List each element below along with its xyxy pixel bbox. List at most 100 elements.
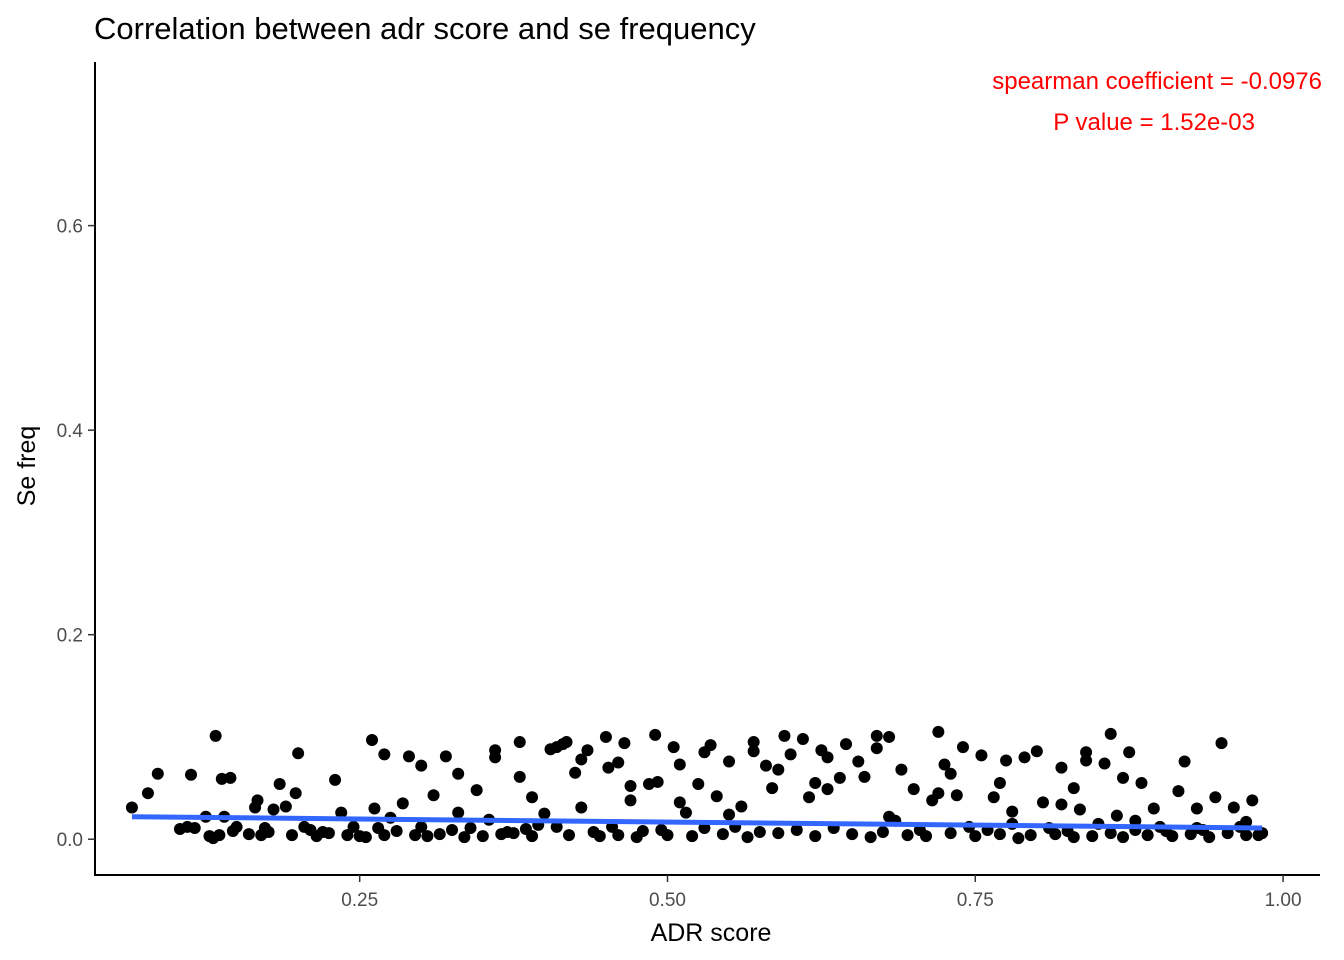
data-point: [476, 830, 489, 843]
data-point: [396, 797, 409, 810]
x-tick-label: 0.75: [957, 890, 994, 911]
x-tick-label: 0.50: [649, 890, 686, 911]
data-point: [409, 829, 422, 842]
data-point: [273, 777, 286, 790]
data-point: [427, 789, 440, 802]
data-point: [1067, 831, 1080, 844]
data-point: [821, 751, 834, 764]
data-point: [1135, 776, 1148, 789]
data-point: [1006, 805, 1019, 818]
data-point: [1012, 832, 1025, 845]
data-point: [185, 768, 198, 781]
data-point: [562, 829, 575, 842]
data-point: [969, 830, 982, 843]
data-point: [778, 729, 791, 742]
data-point: [366, 734, 379, 747]
data-point: [581, 744, 594, 757]
data-point: [513, 770, 526, 783]
data-point: [870, 729, 883, 742]
data-point: [251, 794, 264, 807]
data-point: [1166, 830, 1179, 843]
data-point: [651, 775, 664, 788]
data-point: [378, 829, 391, 842]
data-point: [636, 825, 649, 838]
data-point: [421, 830, 434, 843]
data-point: [390, 825, 403, 838]
data-point: [538, 807, 551, 820]
data-point: [698, 746, 711, 759]
data-point: [550, 820, 563, 833]
x-axis-ticks: 0.25 0.50 0.75 1.00: [341, 875, 1302, 911]
data-point: [741, 831, 754, 844]
data-point: [267, 803, 280, 816]
data-point: [956, 741, 969, 754]
data-point: [1215, 737, 1228, 750]
data-point: [883, 810, 896, 823]
data-point: [209, 729, 222, 742]
data-point: [125, 801, 138, 814]
data-point: [569, 766, 582, 779]
data-point: [753, 826, 766, 839]
data-point: [692, 777, 705, 790]
data-point: [1246, 794, 1259, 807]
data-point: [279, 800, 292, 813]
data-point: [649, 728, 662, 741]
data-point: [679, 806, 692, 819]
data-point: [759, 759, 772, 772]
data-point: [747, 736, 760, 749]
chart-title: Correlation between adr score and se fre…: [94, 11, 756, 46]
data-point: [1018, 751, 1031, 764]
x-axis-title: ADR score: [651, 919, 772, 947]
data-point: [661, 829, 674, 842]
data-point: [1227, 801, 1240, 814]
data-point: [993, 776, 1006, 789]
data-point: [188, 821, 201, 834]
data-point: [846, 828, 859, 841]
data-point: [821, 783, 834, 796]
data-point: [618, 737, 631, 750]
data-point: [1104, 727, 1117, 740]
data-point: [141, 787, 154, 800]
data-point: [612, 829, 625, 842]
data-point: [489, 744, 502, 757]
data-point: [667, 741, 680, 754]
data-point: [901, 829, 914, 842]
data-point: [329, 773, 342, 786]
p-value-annotation: P value = 1.52e-03: [1053, 109, 1255, 136]
data-point: [710, 790, 723, 803]
data-point: [883, 730, 896, 743]
data-point: [1117, 771, 1130, 784]
data-point: [920, 830, 933, 843]
y-tick-label: 0.4: [57, 421, 84, 442]
data-point: [1129, 814, 1142, 827]
data-point: [464, 821, 477, 834]
data-point: [446, 824, 459, 837]
data-point: [1067, 782, 1080, 795]
data-point: [341, 829, 354, 842]
data-point: [858, 770, 871, 783]
data-point: [347, 820, 360, 833]
data-point: [1049, 828, 1062, 841]
data-point: [415, 759, 428, 772]
data-point: [624, 794, 637, 807]
data-point: [784, 748, 797, 761]
data-point: [987, 791, 1000, 804]
data-point: [335, 806, 348, 819]
data-point: [950, 789, 963, 802]
data-point: [1141, 829, 1154, 842]
data-point: [1104, 827, 1117, 840]
data-point: [1000, 754, 1013, 767]
spearman-coefficient-annotation: spearman coefficient = -0.0976: [992, 68, 1322, 95]
data-point: [439, 750, 452, 763]
data-point: [870, 742, 883, 755]
data-point: [938, 758, 951, 771]
data-point: [452, 767, 465, 780]
data-point: [796, 732, 809, 745]
data-point: [686, 830, 699, 843]
data-point: [526, 830, 539, 843]
data-point: [932, 787, 945, 800]
data-point: [1123, 746, 1136, 759]
data-point: [593, 830, 606, 843]
data-point: [292, 747, 305, 760]
data-point: [602, 761, 615, 774]
